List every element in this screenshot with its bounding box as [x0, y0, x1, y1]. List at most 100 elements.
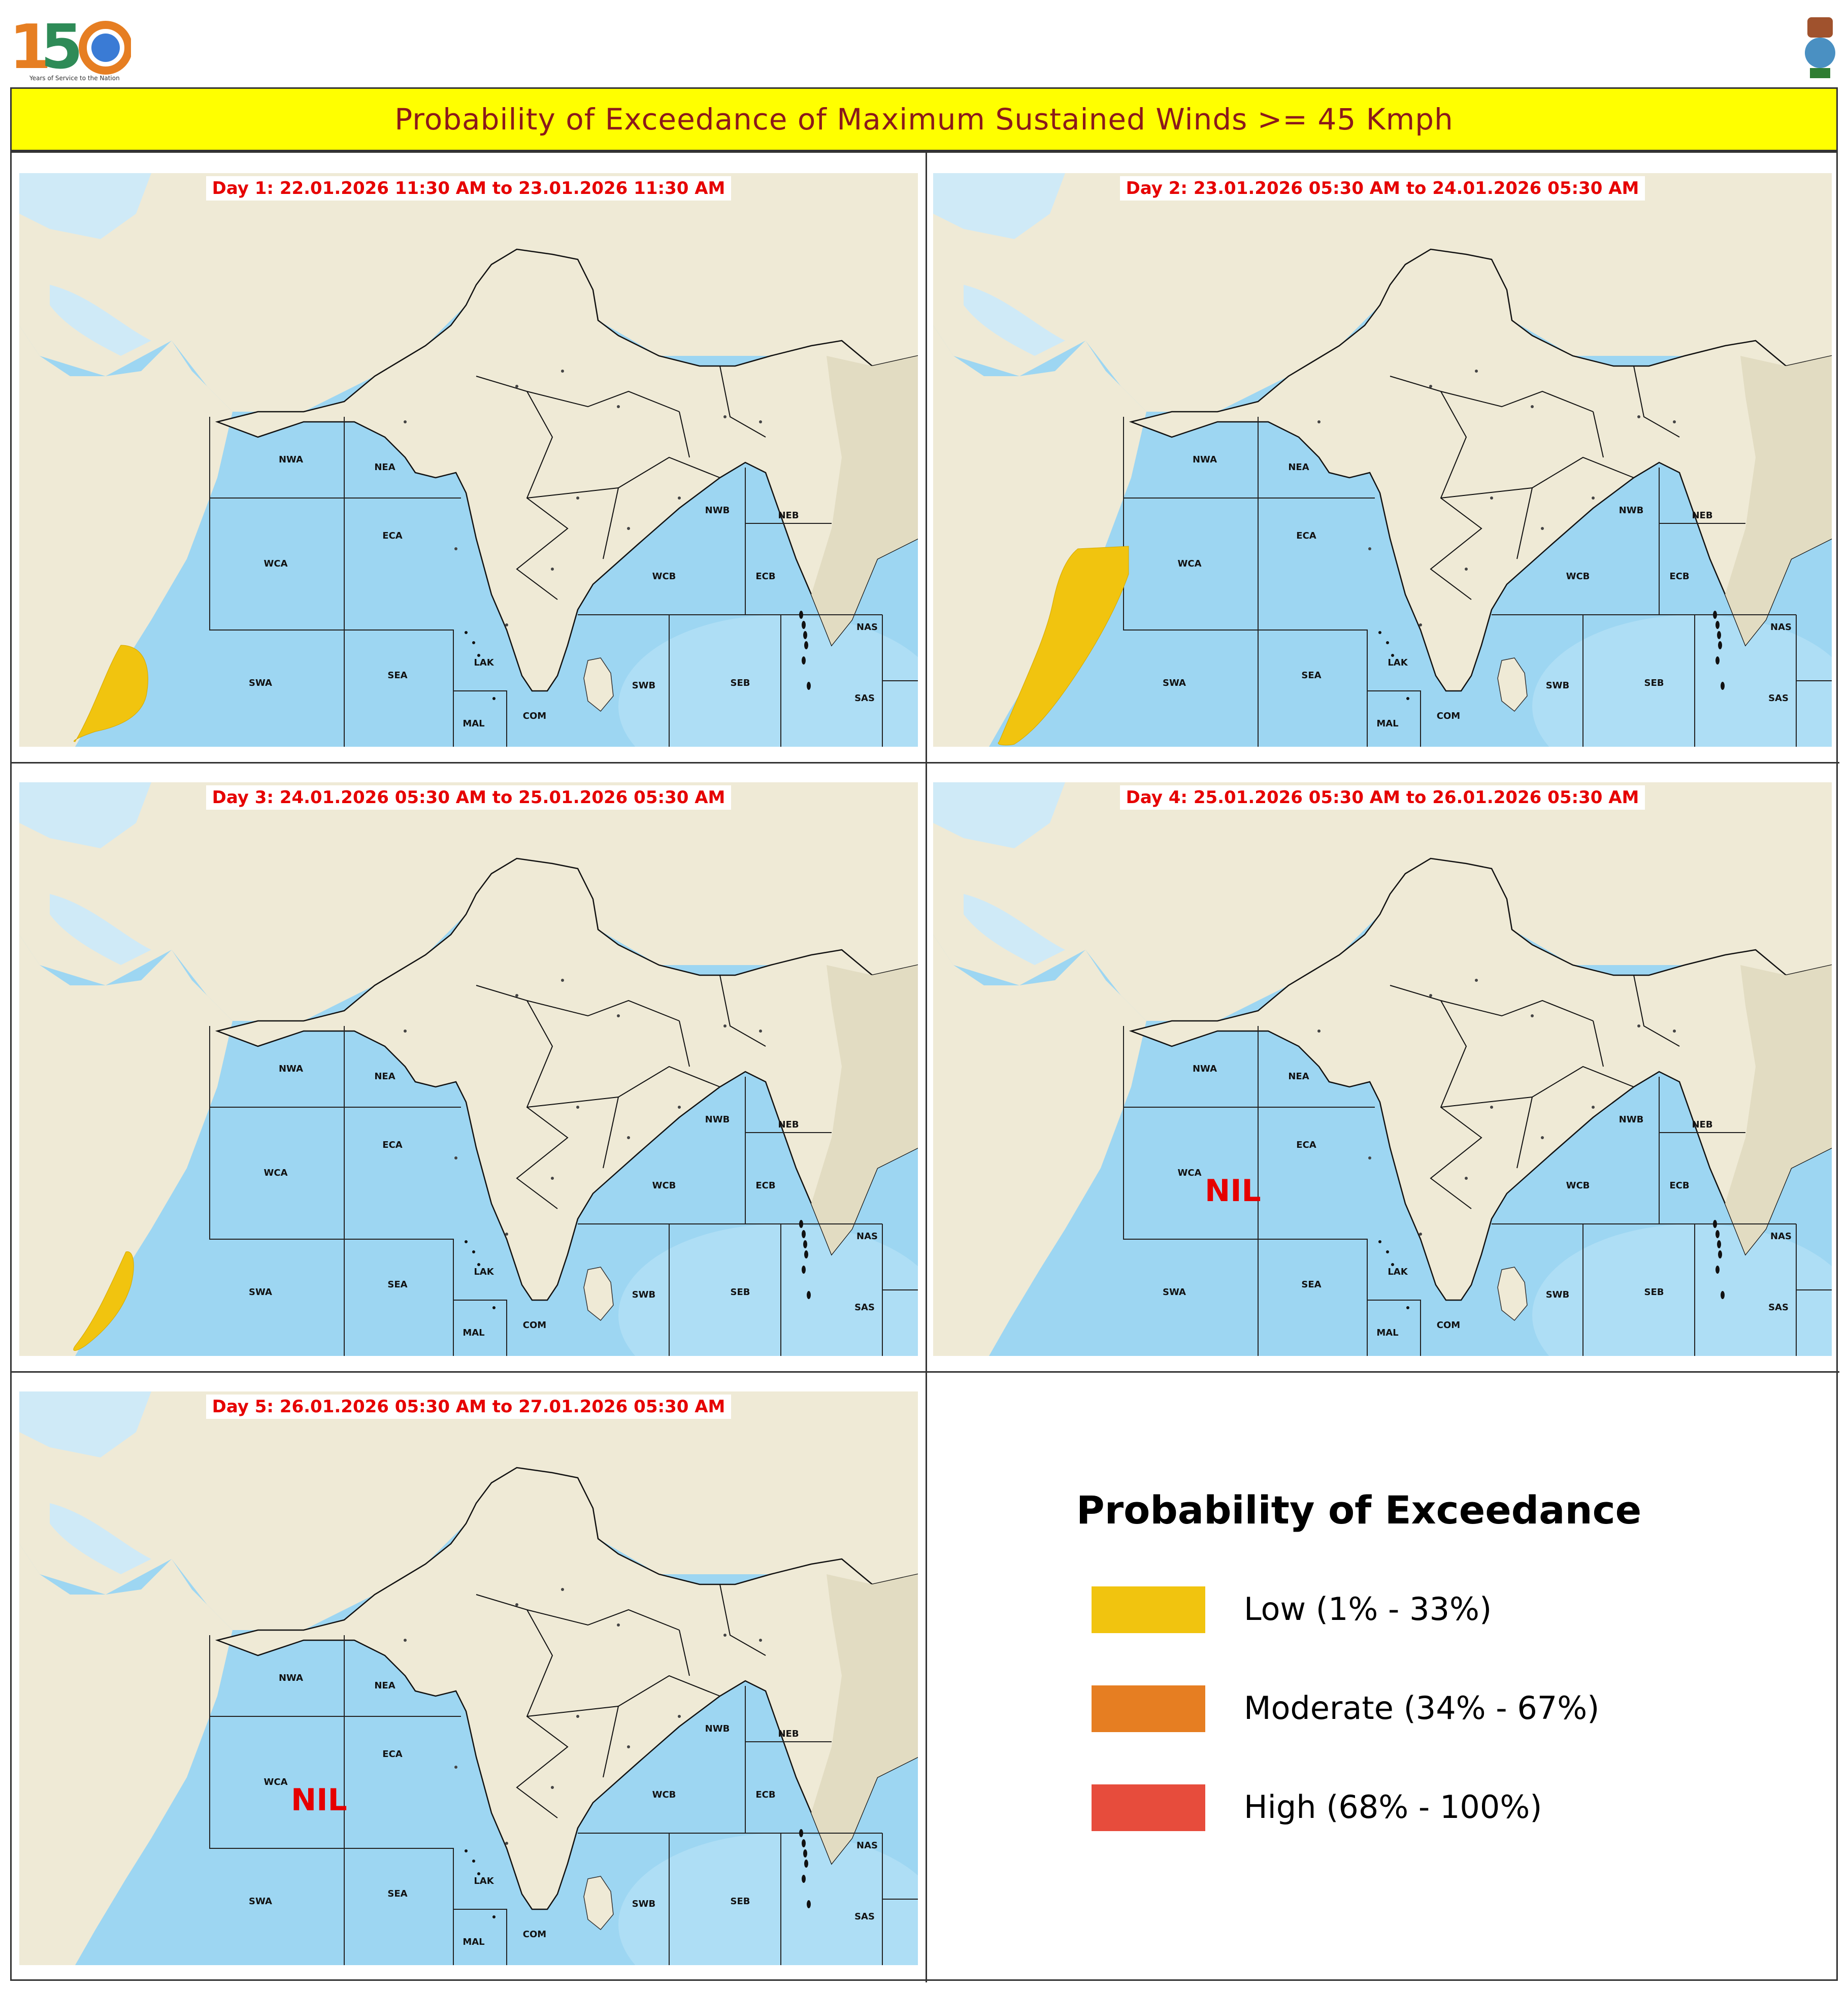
sea-region-label: COM	[523, 1320, 546, 1331]
city-dot	[723, 415, 727, 418]
city-dot	[759, 1639, 762, 1642]
island-marker	[472, 1250, 475, 1253]
map-day-5: NWA NEA WCA ECA SWA SEA LAK MAL COM NWB NEB WCB ECB S…	[19, 1391, 918, 1965]
sea-region-borders-bay	[578, 1686, 918, 1965]
sri-lanka	[583, 1267, 614, 1321]
island-marker	[804, 1860, 808, 1868]
sea-region-label: ECA	[382, 1749, 403, 1760]
sea-region-label: WCA	[264, 1168, 288, 1178]
sea-region-label: NWB	[705, 1114, 730, 1125]
sea-region-label: MAL	[463, 1937, 484, 1947]
city-dot	[1673, 1030, 1676, 1033]
forecast-grid: NWA NEA WCA ECA SWA SEA LAK MAL COM NWB NEB WCB ECB S…	[10, 151, 1839, 1982]
city-dot	[1317, 420, 1321, 423]
city-dot	[404, 1639, 407, 1642]
legend-title: Probability of Exceedance	[1076, 1487, 1642, 1533]
svg-text:5: 5	[41, 12, 83, 83]
city-dot	[505, 1842, 508, 1845]
sea-region-label: SWA	[249, 1287, 272, 1298]
arabia-landmass	[19, 173, 233, 747]
city-dot	[617, 1014, 620, 1017]
sea-region-label: NWB	[705, 1723, 730, 1734]
sea-region-label: NEA	[374, 1680, 395, 1691]
sea-region-borders-bay	[1492, 1077, 1832, 1356]
title-bar: Probability of Exceedance of Maximum Sus…	[10, 87, 1838, 151]
low-probability-area	[74, 645, 148, 742]
city-dot	[678, 1715, 681, 1718]
sea-region-label: NWA	[279, 1673, 303, 1683]
city-dot	[454, 1156, 457, 1159]
island-marker	[1391, 1263, 1394, 1266]
sea-region-label: SEB	[731, 1896, 750, 1907]
map-day-2: NWA NEA WCA ECA SWA SEA LAK MAL COM NWB NEB WCB ECB S…	[933, 173, 1832, 747]
sea-region-label: ECA	[1296, 530, 1316, 541]
myanmar-landmass	[1725, 356, 1832, 645]
persian-gulf	[50, 894, 151, 965]
island-marker	[799, 1829, 803, 1837]
island-marker	[1715, 1230, 1720, 1238]
island-marker	[477, 1872, 480, 1875]
city-dot	[515, 385, 518, 388]
sea-region-label: NAS	[1770, 622, 1792, 633]
northern-landmass	[19, 1391, 918, 1630]
grid-divider	[12, 762, 1839, 764]
city-dot	[759, 1030, 762, 1033]
island-marker	[1713, 611, 1717, 619]
sea-region-label: SWB	[1546, 680, 1570, 691]
sea-region-label: SEA	[387, 670, 407, 681]
northern-landmass	[19, 173, 918, 412]
sea-region-label: NWA	[1193, 1064, 1217, 1074]
sea-region-label: ECB	[1669, 571, 1689, 582]
sea-region-label: SAS	[854, 1911, 875, 1922]
sea-region-label: ECB	[755, 571, 775, 582]
sea-region-label: WCB	[652, 571, 676, 582]
city-dot	[1490, 1106, 1493, 1109]
island-marker	[803, 1849, 807, 1858]
imd-150-logo: 1 5 Years of Service to the Nation	[9, 12, 131, 83]
sea-region-label: WCB	[652, 1789, 676, 1800]
legend-label-low: Low (1% - 33%)	[1244, 1590, 1492, 1628]
grid-divider	[926, 153, 927, 1982]
sea-region-label: COM	[1437, 711, 1460, 721]
sea-region-label: WCA	[1178, 1168, 1202, 1178]
city-dot	[617, 405, 620, 408]
island-marker	[804, 1250, 808, 1258]
svg-text:Years of Service to the Nation: Years of Service to the Nation	[29, 75, 120, 82]
sea-region-label: SWB	[1546, 1289, 1570, 1300]
persian-gulf	[964, 285, 1065, 356]
island-marker	[477, 1263, 480, 1266]
sea-region-label: SWA	[1163, 1287, 1186, 1298]
legend-item-high: High (68% - 100%)	[1092, 1784, 1701, 1831]
sea-region-borders-arabian	[1123, 417, 1421, 747]
island-marker	[1386, 1250, 1389, 1253]
sea-region-label: NWB	[705, 505, 730, 516]
city-dot	[515, 1603, 518, 1606]
sea-region-label: SEB	[731, 678, 750, 688]
sea-region-label: LAK	[474, 1876, 494, 1886]
city-dot	[404, 420, 407, 423]
city-dot	[723, 1634, 727, 1637]
city-dot	[678, 1106, 681, 1109]
city-dot	[454, 1766, 457, 1769]
map-panel-day-5: NWA NEA WCA ECA SWA SEA LAK MAL COM NWB NEB WCB ECB S…	[19, 1391, 918, 1965]
sea-region-label: SAS	[1768, 1302, 1789, 1313]
northern-landmass	[933, 173, 1832, 412]
sri-lanka	[583, 657, 614, 712]
island-marker	[802, 1875, 806, 1883]
sea-region-label: NEA	[374, 1071, 395, 1082]
sea-region-label: SWB	[632, 680, 656, 691]
sea-region-label: SEA	[387, 1888, 407, 1899]
arabia-landmass	[933, 173, 1146, 747]
sea-region-label: LAK	[1388, 657, 1408, 668]
island-marker	[1717, 631, 1721, 639]
sea-region-label: MAL	[1376, 1328, 1398, 1338]
city-dot	[576, 1715, 579, 1718]
low-probability-area	[73, 1251, 134, 1351]
sea-region-label: NEA	[1288, 1071, 1309, 1082]
low-probability-area	[998, 546, 1129, 746]
city-dot	[551, 1177, 554, 1180]
city-dot	[561, 979, 564, 982]
city-dot	[1531, 405, 1534, 408]
grid-divider	[12, 1371, 1839, 1373]
city-dot	[1419, 1233, 1422, 1236]
